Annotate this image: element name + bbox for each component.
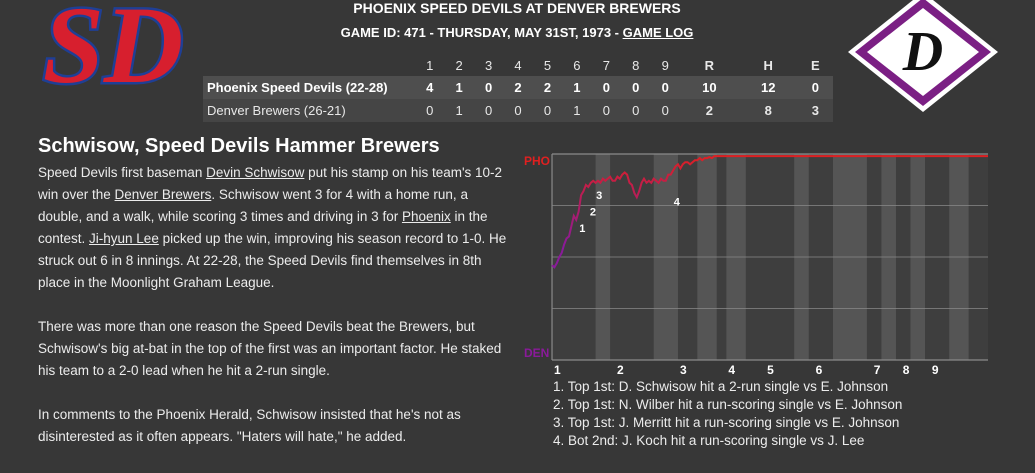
linescore-header: 1 2 3 4 5 6 7 8 9 R H E [203,54,833,76]
away-label: PHO [524,154,550,168]
inning-header: 6 [573,57,581,73]
chart-notes: 1. Top 1st: D. Schwisow hit a 2-run sing… [553,378,902,450]
inning-score: 1 [455,103,463,118]
home-label: DEN [524,346,549,360]
inning-score: 2 [543,80,552,95]
table-row-away: Phoenix Speed Devils (22-28) 4 1 0 2 2 1… [203,76,833,99]
inning-score: 4 [426,80,434,95]
inning-header: 9 [661,57,669,73]
inning-score: 0 [484,80,493,95]
inning-tick-label: 7 [874,363,881,377]
inning-score: 0 [543,103,552,118]
chart-note: 1. Top 1st: D. Schwisow hit a 2-run sing… [553,379,889,394]
team-link-brewers[interactable]: Denver Brewers [114,187,212,202]
inning-tick-label: 1 [554,363,561,377]
inning-score: 0 [632,103,640,118]
story-paragraph: Speed Devils first baseman Devin Schwiso… [38,162,513,294]
story-paragraph: In comments to the Phoenix Herald, Schwi… [38,407,461,444]
inning-score: 0 [514,103,522,118]
game-info: GAME ID: 471 - THURSDAY, MAY 31ST, 1973 … [202,25,832,40]
player-link-lee[interactable]: Ji-hyun Lee [89,231,159,246]
inning-score: 2 [514,80,522,95]
speed-devils-logo: SD [40,0,186,98]
story-text: . Schwisow went 3 for 4 with a home run,… [38,187,468,224]
chart-note: 2. Top 1st: N. Wilber hit a run-scoring … [553,397,903,412]
inning-header: 3 [484,57,493,73]
inning-tick-label: 3 [680,363,687,377]
home-errors: 3 [811,103,819,118]
chart-note: 3. Top 1st: J. Merritt hit a run-scoring… [553,415,900,430]
inning-score: 0 [484,103,493,118]
chart-note: 4. Bot 2nd: J. Koch hit a run-scoring si… [553,433,865,448]
inning-header: 4 [514,57,522,73]
home-hits: 8 [764,103,772,118]
inning-score: 1 [573,103,581,118]
inning-tick-label: 9 [932,363,939,377]
inning-tick-label: 2 [617,363,624,377]
game-id-text: GAME ID: 471 - THURSDAY, MAY 31ST, 1973 … [340,25,619,40]
game-log-link[interactable]: GAME LOG [622,25,694,40]
play-annotation: 4 [674,196,681,208]
inning-header: 5 [543,57,552,73]
play-annotation: 3 [596,190,602,202]
story-headline: Schwisow, Speed Devils Hammer Brewers [38,135,440,157]
errors-header: E [811,57,820,73]
logo-text-d: D [902,21,943,83]
logo-text-sd: SD [43,0,184,98]
linescore-table: 1 2 3 4 5 6 7 8 9 R H E Phoenix Speed De… [203,54,833,122]
inning-header: 2 [455,57,463,73]
inning-score: 0 [602,103,610,118]
away-hits: 12 [761,80,776,95]
win-probability-line [551,155,988,269]
play-annotation: 1 [579,223,585,235]
inning-score: 1 [573,80,581,95]
inning-score: 1 [455,80,463,95]
inning-tick-label: 8 [903,363,910,377]
player-link-schwisow[interactable]: Devin Schwisow [206,165,305,180]
inning-score: 0 [661,103,669,118]
story-text: in the contest. [38,209,488,246]
away-errors: 0 [811,80,819,95]
play-annotation: 2 [590,207,596,219]
team-header [203,54,415,76]
inning-tick-label: 5 [767,363,774,377]
story-text: Speed Devils first baseman [38,165,207,180]
story-text: picked up the win, improving his season … [38,231,507,290]
home-runs: 2 [705,103,713,118]
inning-tick-label: 6 [816,363,823,377]
inning-score: 0 [632,80,640,95]
inning-tick-label: 4 [728,363,735,377]
runs-header: R [704,57,715,73]
brewers-logo: D [848,0,998,112]
inning-header: 7 [602,57,610,73]
inning-score: 0 [426,103,434,118]
story-body: Speed Devils first baseman Devin Schwiso… [38,162,513,470]
away-team-name: Phoenix Speed Devils (22-28) [207,80,388,95]
table-row-home: Denver Brewers (26-21) 0 1 0 0 0 1 0 0 0… [203,99,833,122]
inning-score: 0 [661,80,669,95]
inning-header: 8 [632,57,640,73]
story-text: put his stamp on his team's 10-2 win ove… [38,165,503,202]
inning-score: 0 [602,80,610,95]
inning-header: 1 [426,57,434,73]
away-runs: 10 [702,80,717,95]
hits-header: H [763,57,773,73]
team-link-phoenix[interactable]: Phoenix [401,209,451,224]
story-paragraph: There was more than one reason the Speed… [38,319,502,378]
page-title: PHOENIX SPEED DEVILS AT DENVER BREWERS [353,0,681,16]
home-team-name: Denver Brewers (26-21) [207,103,346,118]
